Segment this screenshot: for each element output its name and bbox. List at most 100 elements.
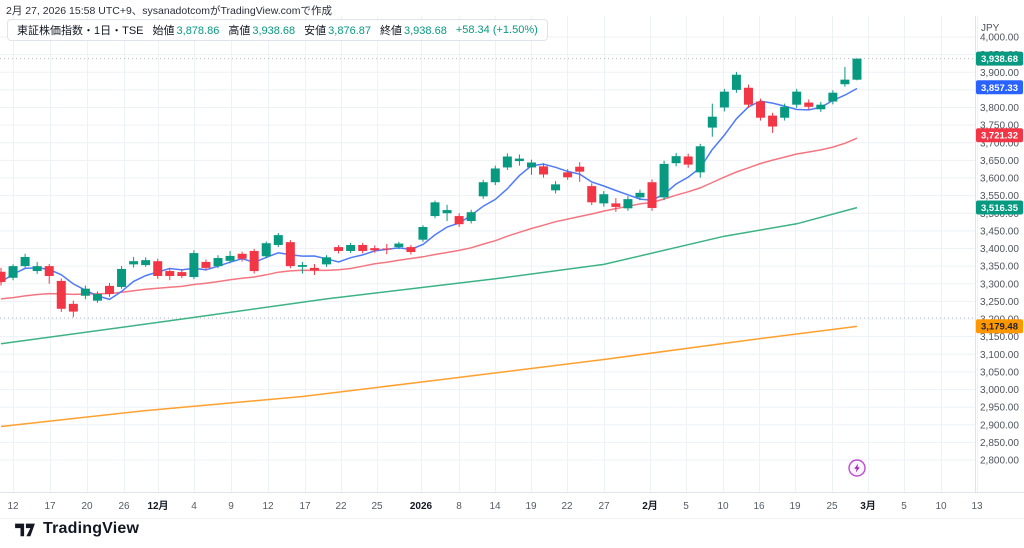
candle[interactable]	[153, 261, 163, 276]
candle[interactable]	[346, 244, 356, 251]
price-tick-label: 2,900.00	[980, 420, 1019, 431]
candle[interactable]	[0, 271, 6, 282]
candle[interactable]	[68, 303, 78, 312]
price-axis[interactable]: JPY 2,800.00 2,850.00 2,900.00 2,950.00 3,000…	[976, 23, 1023, 467]
candle[interactable]	[539, 166, 549, 175]
candle[interactable]	[768, 115, 778, 127]
candle[interactable]	[478, 182, 488, 197]
candle[interactable]	[526, 162, 536, 168]
candle[interactable]	[237, 253, 247, 259]
candle[interactable]	[563, 172, 573, 178]
candle[interactable]	[273, 235, 283, 245]
ohlc-high: 高値 3,938.68	[228, 25, 296, 37]
candle[interactable]	[430, 202, 440, 217]
candle[interactable]	[213, 258, 223, 267]
candle[interactable]	[117, 268, 127, 287]
candle[interactable]	[635, 192, 645, 198]
candle[interactable]	[406, 247, 416, 253]
symbol-title[interactable]: 東証株価指数・1日・TSE	[17, 25, 144, 37]
price-tick-label: 3,250.00	[980, 297, 1019, 308]
candle[interactable]	[816, 104, 826, 110]
price-tick-label: 2,950.00	[980, 403, 1019, 414]
candle[interactable]	[659, 163, 669, 198]
candle[interactable]	[418, 226, 428, 240]
candle[interactable]	[780, 106, 790, 118]
candle[interactable]	[852, 58, 862, 80]
candle[interactable]	[695, 146, 705, 173]
candle[interactable]	[611, 203, 621, 207]
candle[interactable]	[261, 243, 271, 257]
price-axis-badge-text: 3,857.33	[981, 83, 1018, 94]
candle[interactable]	[599, 194, 609, 204]
candle[interactable]	[309, 267, 319, 271]
candle[interactable]	[249, 250, 259, 272]
candle[interactable]	[92, 293, 102, 301]
candle[interactable]	[189, 253, 199, 278]
candle[interactable]	[334, 247, 344, 251]
candle[interactable]	[647, 182, 657, 208]
time-axis[interactable]: 12 17 20 26 12月 4 9 12 17 22 25 2026 8 14 19 22 27 2月 5 10 1…	[7, 500, 983, 512]
candle[interactable]	[707, 116, 717, 128]
candle[interactable]	[285, 242, 295, 267]
change-value: +58.34 (+1.50%)	[455, 24, 538, 36]
candle[interactable]	[141, 260, 151, 266]
price-axis-badge	[976, 128, 1023, 143]
tradingview-logo[interactable]: TradingView	[13, 520, 139, 538]
candle[interactable]	[322, 257, 332, 265]
candle[interactable]	[129, 261, 139, 265]
candle[interactable]	[502, 156, 512, 168]
time-axis-label: 14	[489, 501, 501, 512]
flash-marker[interactable]	[848, 459, 866, 477]
candle[interactable]	[587, 186, 597, 203]
candle[interactable]	[44, 266, 54, 276]
candle[interactable]	[575, 166, 585, 172]
candle[interactable]	[177, 272, 187, 276]
candle[interactable]	[165, 271, 175, 276]
candle[interactable]	[454, 216, 464, 225]
candle[interactable]	[551, 184, 561, 191]
candle[interactable]	[297, 265, 307, 267]
candle[interactable]	[743, 87, 753, 105]
candle[interactable]	[792, 91, 802, 105]
price-axis-badge-text: 3,179.48	[981, 322, 1018, 333]
candle[interactable]	[683, 156, 693, 165]
candle[interactable]	[731, 74, 741, 90]
grid	[0, 16, 978, 492]
candle[interactable]	[719, 91, 729, 108]
attribution-line: 2月 27, 2026 15:58 UTC+9、sysanadotcomがTra…	[6, 5, 332, 17]
candle[interactable]	[56, 280, 66, 309]
price-tick-label: 2,850.00	[980, 438, 1019, 449]
time-axis-label: 19	[789, 501, 801, 512]
candle[interactable]	[623, 199, 633, 209]
candle[interactable]	[514, 158, 524, 162]
time-axis-label: 2月	[642, 500, 658, 512]
candle[interactable]	[394, 243, 404, 248]
plot-area[interactable]	[0, 58, 975, 428]
candle[interactable]	[225, 255, 235, 261]
candle[interactable]	[828, 92, 838, 102]
ma-line-slow-green	[0, 206, 858, 345]
time-axis-label: 22	[335, 501, 347, 512]
candle[interactable]	[201, 261, 211, 268]
price-tick-label: 3,050.00	[980, 367, 1019, 378]
symbol-legend[interactable]: 東証株価指数・1日・TSE 始値 3,878.86 高値 3,938.68 安値 3,…	[7, 19, 548, 41]
candles[interactable]	[0, 58, 862, 318]
candle[interactable]	[32, 266, 42, 272]
candle[interactable]	[80, 288, 90, 296]
candle[interactable]	[756, 101, 766, 118]
candle[interactable]	[804, 102, 814, 107]
candle[interactable]	[358, 244, 368, 251]
candle[interactable]	[490, 168, 500, 183]
tradingview-logo-icon	[15, 523, 35, 537]
price-tick-label: 3,450.00	[980, 226, 1019, 237]
candle[interactable]	[671, 156, 681, 164]
candle[interactable]	[370, 248, 380, 251]
candle[interactable]	[105, 285, 115, 294]
candle[interactable]	[840, 79, 850, 85]
candle[interactable]	[20, 256, 30, 267]
candle[interactable]	[466, 212, 476, 222]
candle[interactable]	[382, 248, 392, 250]
candle[interactable]	[8, 266, 18, 278]
candle[interactable]	[442, 210, 452, 214]
